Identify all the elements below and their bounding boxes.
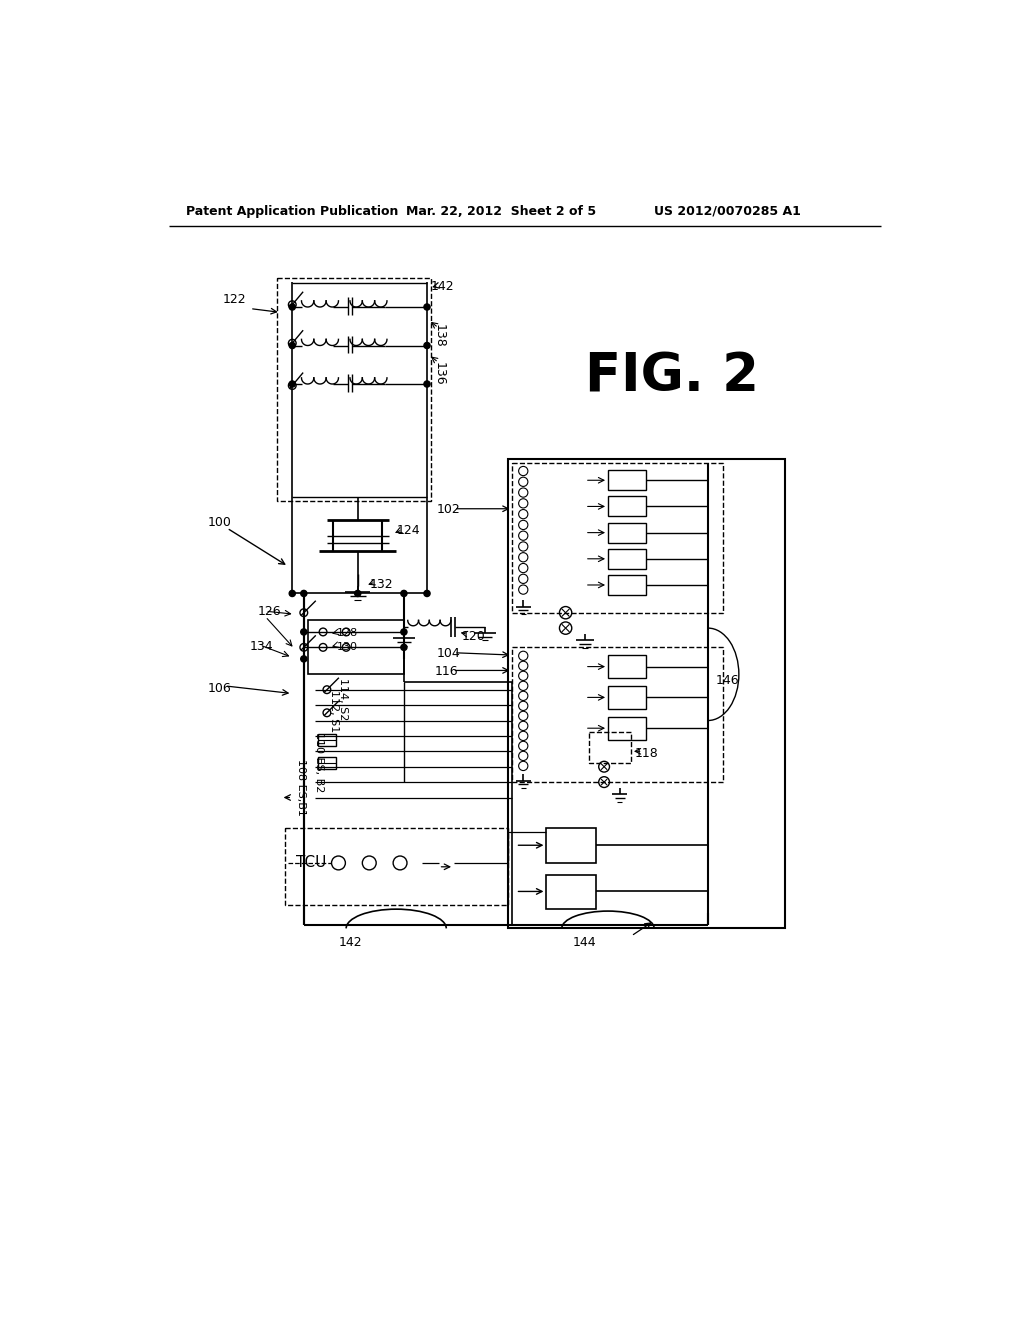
Text: 116: 116 xyxy=(435,665,459,678)
Text: 126: 126 xyxy=(258,605,282,618)
Text: 122: 122 xyxy=(223,293,247,306)
Bar xyxy=(547,829,596,863)
Circle shape xyxy=(289,304,295,310)
Circle shape xyxy=(424,590,430,597)
Circle shape xyxy=(289,342,295,348)
Bar xyxy=(547,874,596,909)
Text: 132: 132 xyxy=(370,578,393,591)
Text: 112, S1: 112, S1 xyxy=(330,689,339,733)
Circle shape xyxy=(400,628,407,635)
Bar xyxy=(307,620,403,675)
Text: 102: 102 xyxy=(437,503,461,516)
Text: US 2012/0070285 A1: US 2012/0070285 A1 xyxy=(654,205,801,218)
Text: 118: 118 xyxy=(635,747,658,760)
Circle shape xyxy=(301,628,307,635)
Bar xyxy=(608,523,646,543)
Text: 108 ES,B1: 108 ES,B1 xyxy=(296,759,306,816)
Text: 110 ES, B2: 110 ES, B2 xyxy=(313,733,324,792)
Text: 106: 106 xyxy=(208,682,231,696)
Text: 146: 146 xyxy=(716,675,739,688)
Text: 136: 136 xyxy=(433,363,446,385)
Circle shape xyxy=(289,590,295,597)
Bar xyxy=(276,277,431,502)
Circle shape xyxy=(400,644,407,651)
Text: 138: 138 xyxy=(433,323,446,347)
Text: 142: 142 xyxy=(338,936,361,949)
Text: 124: 124 xyxy=(396,524,420,537)
Text: 142: 142 xyxy=(431,280,455,293)
Text: 120: 120 xyxy=(462,631,485,643)
Bar xyxy=(508,459,785,928)
Bar xyxy=(512,647,724,781)
Text: 144: 144 xyxy=(573,936,597,949)
Bar xyxy=(589,733,631,763)
Bar xyxy=(608,686,646,709)
Text: 100: 100 xyxy=(208,516,231,529)
Bar xyxy=(608,717,646,739)
Bar xyxy=(608,655,646,678)
Text: 130: 130 xyxy=(337,642,358,652)
Text: 134: 134 xyxy=(250,640,273,652)
Circle shape xyxy=(301,590,307,597)
Text: FIG. 2: FIG. 2 xyxy=(585,351,759,403)
Bar xyxy=(317,756,336,770)
Bar xyxy=(285,829,508,906)
Text: 104: 104 xyxy=(437,647,461,660)
Circle shape xyxy=(424,304,430,310)
Bar xyxy=(608,576,646,595)
Bar xyxy=(608,549,646,569)
Circle shape xyxy=(354,590,360,597)
Text: Mar. 22, 2012  Sheet 2 of 5: Mar. 22, 2012 Sheet 2 of 5 xyxy=(407,205,596,218)
Text: 114, S2: 114, S2 xyxy=(339,678,348,721)
Bar xyxy=(512,462,724,612)
Circle shape xyxy=(424,342,430,348)
Bar xyxy=(317,734,336,746)
Text: 128: 128 xyxy=(337,628,358,638)
Text: TCU: TCU xyxy=(296,855,327,870)
Circle shape xyxy=(301,656,307,663)
Bar xyxy=(608,496,646,516)
Bar xyxy=(608,470,646,490)
Circle shape xyxy=(424,381,430,387)
Text: Patent Application Publication: Patent Application Publication xyxy=(186,205,398,218)
Circle shape xyxy=(400,590,407,597)
Circle shape xyxy=(289,381,295,387)
